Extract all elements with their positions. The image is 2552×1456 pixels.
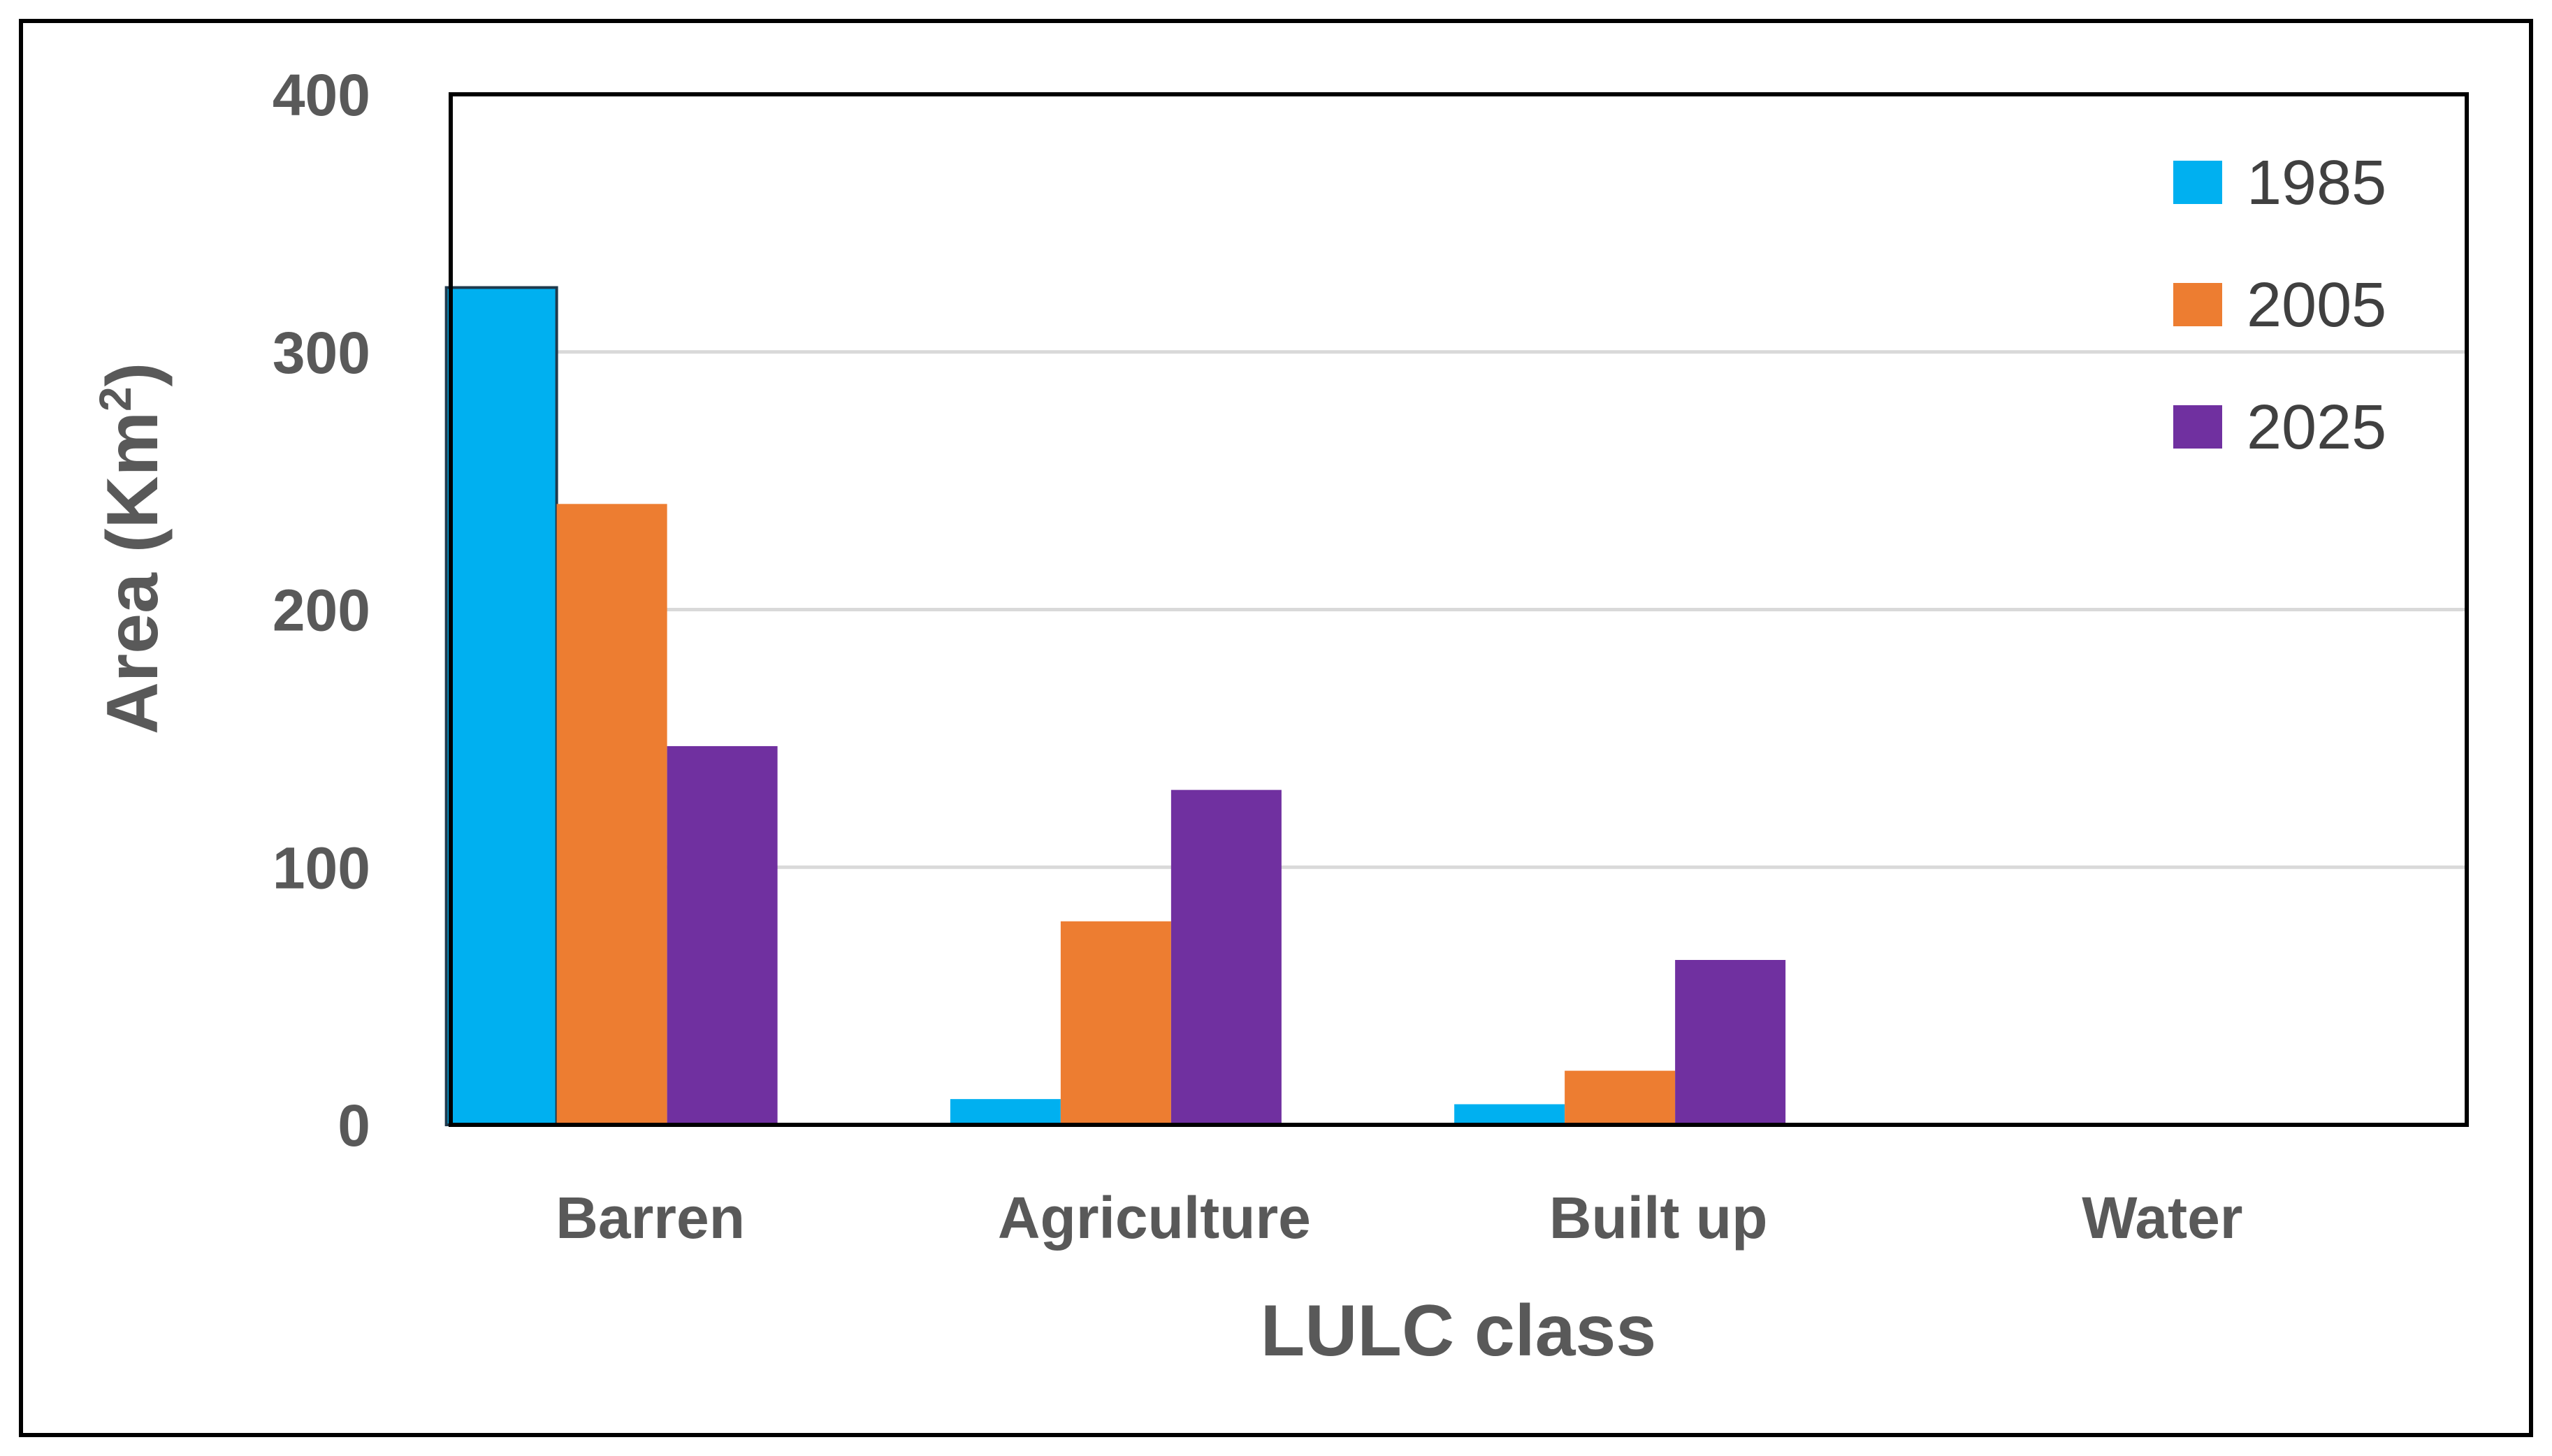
legend-swatch-2005 — [2173, 283, 2222, 326]
y-axis-title-end: ) — [92, 363, 173, 387]
y-tick-label: 300 — [273, 320, 370, 386]
legend-label-1985: 1985 — [2247, 148, 2386, 218]
y-tick-labels: 0 100 200 300 400 — [273, 62, 370, 1158]
bar-2025-built-up — [1675, 960, 1786, 1125]
x-category-label: Agriculture — [998, 1185, 1311, 1251]
plot-area-border — [449, 92, 2469, 1127]
x-category-label: Built up — [1549, 1185, 1768, 1251]
bar-2005-built-up — [1565, 1070, 1676, 1125]
y-tick-label: 200 — [273, 578, 370, 643]
y-axis-title: Area (Km2) — [90, 363, 173, 735]
bar-2005-agriculture — [1060, 921, 1171, 1125]
legend: 1985 2005 2025 — [2173, 148, 2386, 463]
y-tick-label: 400 — [273, 62, 370, 128]
y-axis-title-superscript: 2 — [90, 386, 140, 412]
bar-1985-built-up — [1454, 1104, 1565, 1125]
legend-swatch-1985 — [2173, 161, 2222, 204]
legend-label-2005: 2005 — [2247, 270, 2386, 340]
x-axis-title: LULC class — [1261, 1290, 1656, 1371]
x-category-label: Barren — [556, 1185, 745, 1251]
outer-frame — [19, 19, 2533, 1437]
x-category-label: Water — [2082, 1185, 2242, 1251]
bar-1985-agriculture — [950, 1099, 1061, 1125]
bar-1985-barren — [444, 286, 558, 1126]
legend-label-2025: 2025 — [2247, 393, 2386, 463]
bar-2025-barren — [667, 745, 778, 1125]
x-category-labels: Barren Agriculture Built up Water — [556, 1185, 2242, 1251]
y-tick-label: 100 — [273, 835, 370, 901]
bar-2005-barren — [556, 504, 667, 1125]
legend-swatch-2025 — [2173, 405, 2222, 449]
y-tick-label: 0 — [338, 1093, 370, 1158]
y-axis-title-main: Area (Km — [92, 412, 173, 734]
bar-2025-agriculture — [1170, 789, 1282, 1125]
